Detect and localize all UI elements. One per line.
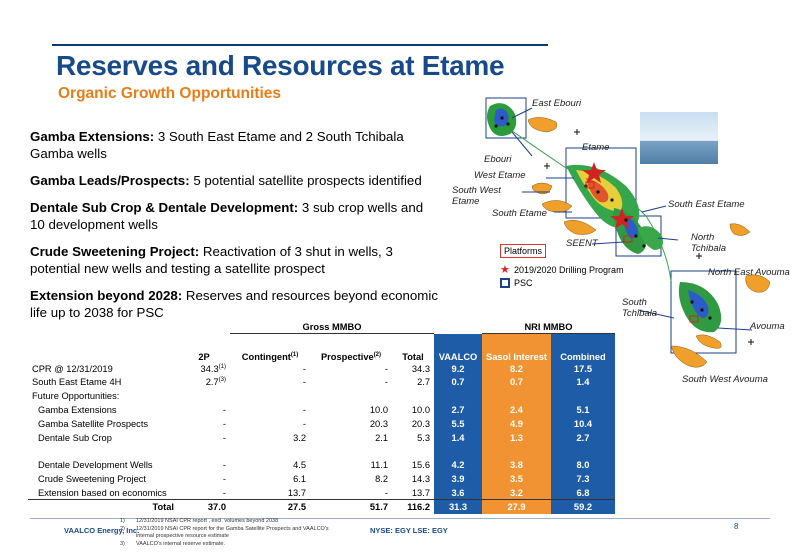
col-combined: Combined — [550, 333, 615, 362]
table-row: South East Etame 4H 2.7(3) - - 2.7 0.7 0… — [28, 375, 615, 390]
table-row: Extension based on economics - 13.7 - 13… — [28, 485, 615, 500]
footer-rule — [30, 518, 770, 519]
map-label-north-tchibala: North Tchibala — [691, 232, 727, 254]
table-row: Gamba Extensions - - 10.0 10.0 2.7 2.4 5… — [28, 403, 615, 417]
table-spacer — [28, 444, 615, 459]
map-label-east-ebouri: East Ebouri — [532, 98, 582, 109]
table-column-header: 2P Contingent(1) Prospective(2) Total VA… — [28, 333, 615, 362]
map-label-south-tchibala: South Tchibala — [622, 297, 658, 319]
legend-psc: PSC — [500, 278, 624, 288]
map-label-south-west-etame: South West Etame — [452, 185, 501, 207]
map-label-west-etame: West Etame — [474, 170, 526, 181]
bullet-item: Gamba Leads/Prospects: 5 potential satel… — [30, 173, 422, 188]
footnote: 1) 12/31/2019 NSAI CPR report , excl. vol… — [120, 518, 279, 524]
map-label-etame: Etame — [582, 142, 610, 153]
drilling-stars — [582, 162, 634, 229]
group-header-gross: Gross MMBO — [230, 320, 434, 335]
bullet-item: Dentale Sub Crop & Dentale Development: … — [30, 200, 424, 232]
table-group-header: Gross MMBO NRI MMBO — [28, 320, 615, 335]
reserves-table: Gross MMBO NRI MMBO 2P Contingent(1) Pro… — [28, 320, 615, 514]
label-arrows — [511, 107, 753, 331]
footnote: 2) 12/31/2019 NSAI CPR report for the Gam… — [120, 525, 329, 540]
table-total-row: Total 37.0 27.5 51.7 116.2 31.3 27.9 59.… — [28, 499, 615, 514]
orange-fields — [527, 117, 771, 368]
platform-boxes — [585, 181, 699, 323]
table-row: CPR @ 12/31/2019 34.3(1) - - 34.3 9.2 8.… — [28, 361, 615, 376]
table-row: Crude Sweetening Project - 6.1 8.2 14.3 … — [28, 472, 615, 486]
legend-platforms: Platforms — [500, 244, 547, 258]
table-row: Future Opportunities: — [28, 389, 615, 404]
legend-drilling: ★ 2019/2020 Drilling Program — [500, 264, 624, 276]
map-label-south-west-avouma: South West Avouma — [682, 374, 768, 385]
table-row: Gamba Satellite Prospects - - 20.3 20.3 … — [28, 416, 615, 431]
bullet-item: Extension beyond 2028: Reserves and reso… — [30, 288, 438, 320]
bullet-list: Gamba Extensions: 3 South East Etame and… — [30, 128, 440, 331]
map-label-south-east-etame: South East Etame — [668, 199, 745, 210]
bullet-item: Gamba Extensions: 3 South East Etame and… — [30, 129, 404, 161]
fpso-photo — [640, 112, 718, 164]
table-row: Dentale Development Wells - 4.5 11.1 15.… — [28, 458, 615, 473]
map-legend: Platforms ★ 2019/2020 Drilling Program P… — [500, 244, 624, 288]
table-row: Dentale Sub Crop - 3.2 2.1 5.3 1.4 1.3 2… — [28, 430, 615, 445]
footnotes: 1) 12/31/2019 NSAI CPR report , excl. vol… — [120, 518, 340, 548]
col-vaalco: VAALCO — [434, 333, 482, 362]
field-map: East Ebouri Ebouri Etame West Etame Sout… — [452, 96, 800, 386]
star-icon: ★ — [500, 264, 510, 276]
map-label-ebouri: Ebouri — [484, 154, 512, 165]
map-label-south-etame: South Etame — [492, 208, 547, 219]
map-label-avouma: Avouma — [750, 321, 785, 332]
page-subtitle: Organic Growth Opportunities — [58, 85, 282, 102]
square-icon — [500, 278, 510, 288]
map-label-north-east-avouma: North East Avouma — [708, 267, 790, 278]
footnote: 3) VAALCO's internal reserve estimate. — [120, 540, 225, 547]
well-dots — [494, 116, 712, 320]
col-sasol: Sasol Interest — [482, 333, 551, 362]
group-header-nri: NRI MMBO — [482, 320, 615, 335]
map-label-seent: SEENT — [566, 238, 598, 249]
col-total: Total — [402, 351, 424, 362]
page-title: Reserves and Resources at Etame — [56, 50, 505, 81]
page-number: 8 — [734, 522, 739, 531]
col-contingent: Contingent(1) — [241, 351, 299, 362]
map-graphic — [485, 97, 771, 368]
footer-company: VAALCO Energy, Inc. — [64, 526, 140, 535]
plus-markers — [544, 129, 754, 345]
col-2p: 2P — [198, 351, 210, 362]
title-rule — [52, 44, 548, 46]
col-prospective: Prospective(2) — [320, 351, 382, 362]
footer-ticker: NYSE: EGY LSE: EGY — [370, 526, 448, 535]
bullet-item: Crude Sweetening Project: Reactivation o… — [30, 244, 393, 276]
